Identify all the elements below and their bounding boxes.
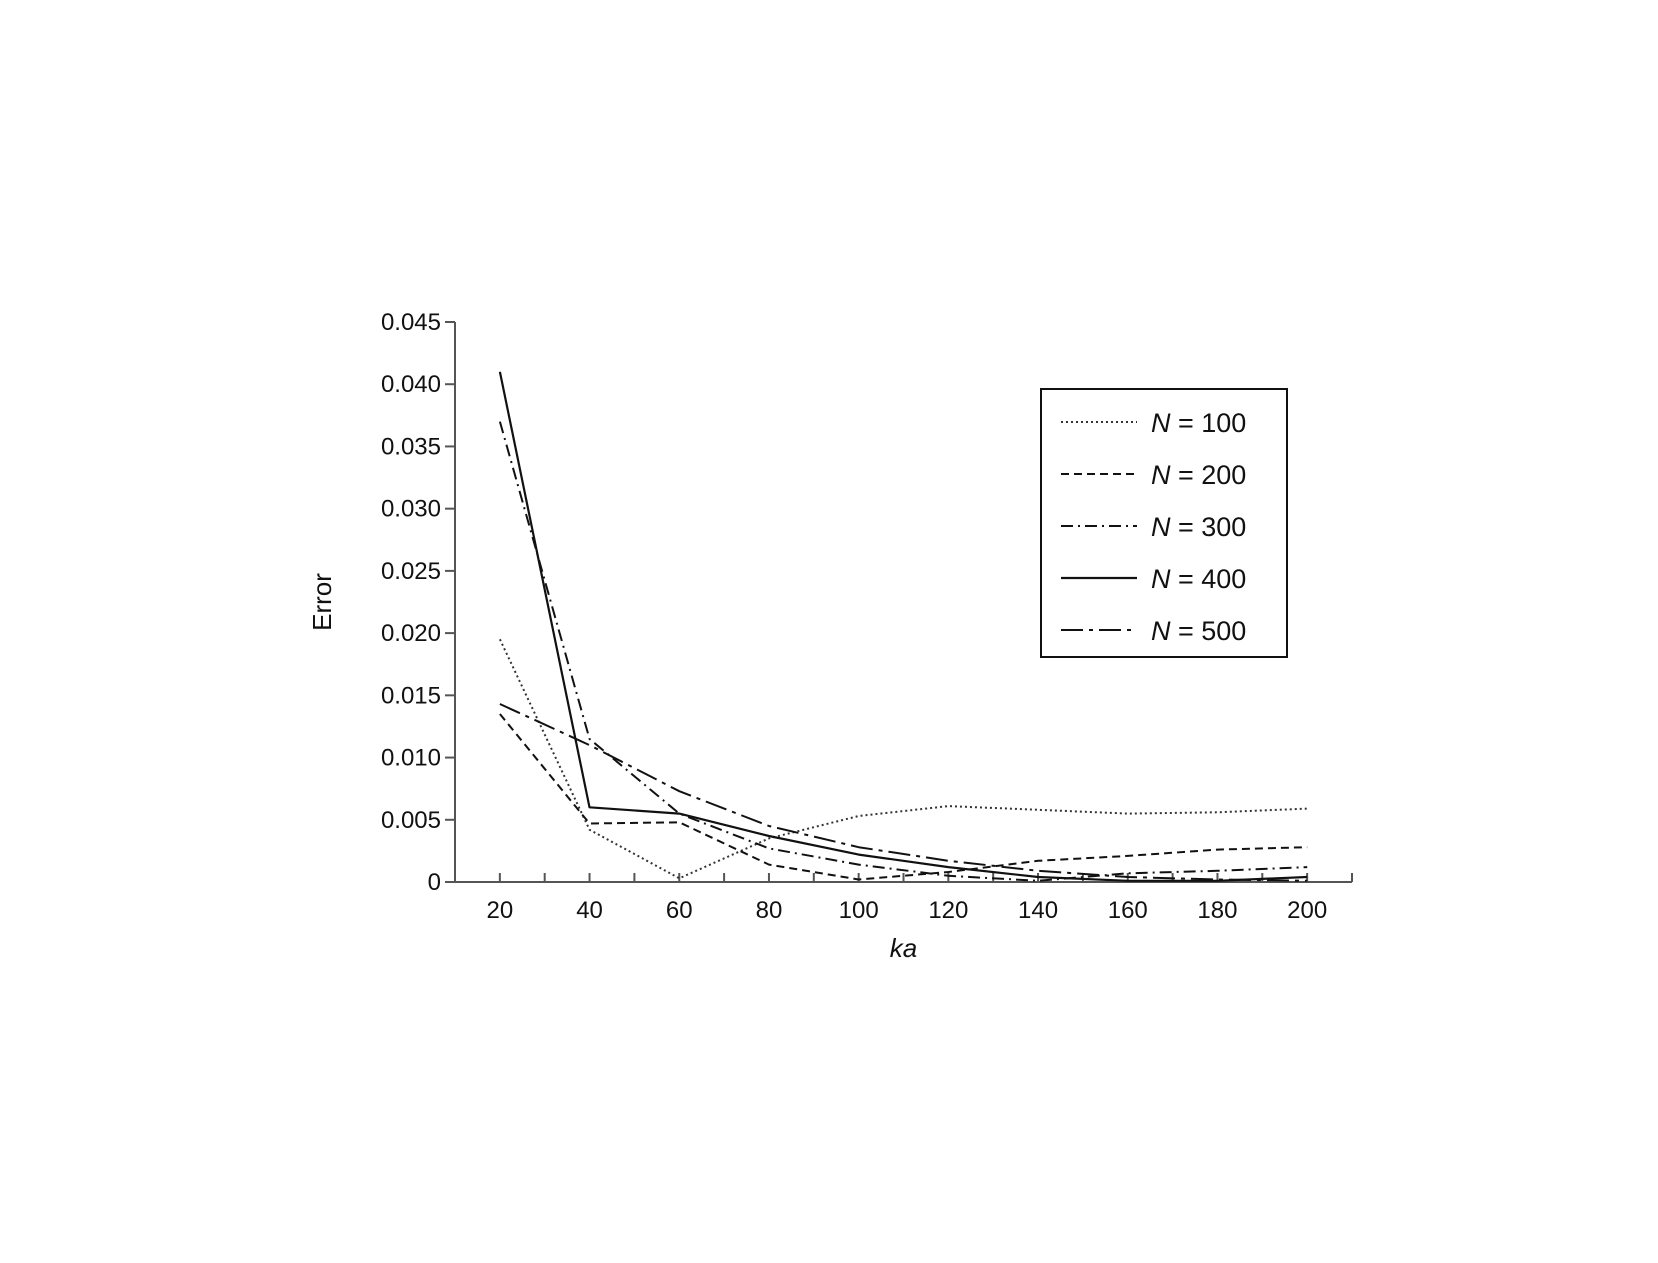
x-axis-title: ka — [890, 933, 917, 963]
y-tick-label: 0 — [428, 869, 441, 896]
x-tick-label: 160 — [1108, 897, 1148, 924]
y-tick-label: 0.040 — [381, 371, 441, 398]
y-tick-label: 0.035 — [381, 433, 441, 460]
x-tick-label: 80 — [756, 897, 783, 924]
series-line-2 — [499, 713, 1308, 881]
legend-label-variable: N — [1151, 408, 1171, 438]
legend-label-variable: N — [1151, 460, 1171, 490]
legend-label: N = 200 — [1151, 460, 1246, 490]
y-tick-label: 0.015 — [381, 682, 441, 709]
legend-label-value: = 200 — [1171, 460, 1247, 490]
legend-label-value: = 300 — [1171, 512, 1247, 542]
y-tick-label: 0.045 — [381, 309, 441, 336]
series-line-4 — [498, 371, 1308, 882]
series-layer — [498, 371, 1308, 882]
y-tick-label: 0.020 — [381, 620, 441, 647]
x-tick-label: 40 — [576, 897, 603, 924]
legend-label: N = 400 — [1151, 564, 1246, 594]
y-tick-label: 0.030 — [381, 496, 441, 523]
legend-label-variable: N — [1151, 616, 1171, 646]
legend-label: N = 300 — [1151, 512, 1246, 542]
x-tick-label: 120 — [928, 897, 968, 924]
series-line-3 — [498, 421, 1308, 882]
y-axis-title: Error — [307, 573, 337, 631]
y-tick-label: 0.025 — [381, 558, 441, 585]
x-tick-label: 140 — [1018, 897, 1058, 924]
legend-label-variable: N — [1151, 564, 1171, 594]
x-tick-label: 20 — [486, 897, 513, 924]
axes: 0 0.005 0.010 0.015 0.020 0.025 0.030 0.035 0.04… — [307, 309, 1353, 963]
x-tick-label: 100 — [839, 897, 879, 924]
legend-label: N = 100 — [1151, 408, 1246, 438]
legend-label-value: = 100 — [1171, 408, 1247, 438]
y-tick-label: 0.005 — [381, 807, 441, 834]
legend-label-variable: N — [1151, 512, 1171, 542]
legend-box — [1040, 388, 1288, 658]
legend-label-value: = 400 — [1171, 564, 1247, 594]
series-line-1 — [498, 638, 1308, 880]
x-tick-label: 180 — [1197, 897, 1237, 924]
y-tick-label: 0.010 — [381, 745, 441, 772]
legend-label: N = 500 — [1151, 616, 1246, 646]
x-tick-label: 200 — [1287, 897, 1327, 924]
x-tick-label: 60 — [666, 897, 693, 924]
legend-label-value: = 500 — [1171, 616, 1247, 646]
series-line-5 — [499, 703, 1308, 882]
